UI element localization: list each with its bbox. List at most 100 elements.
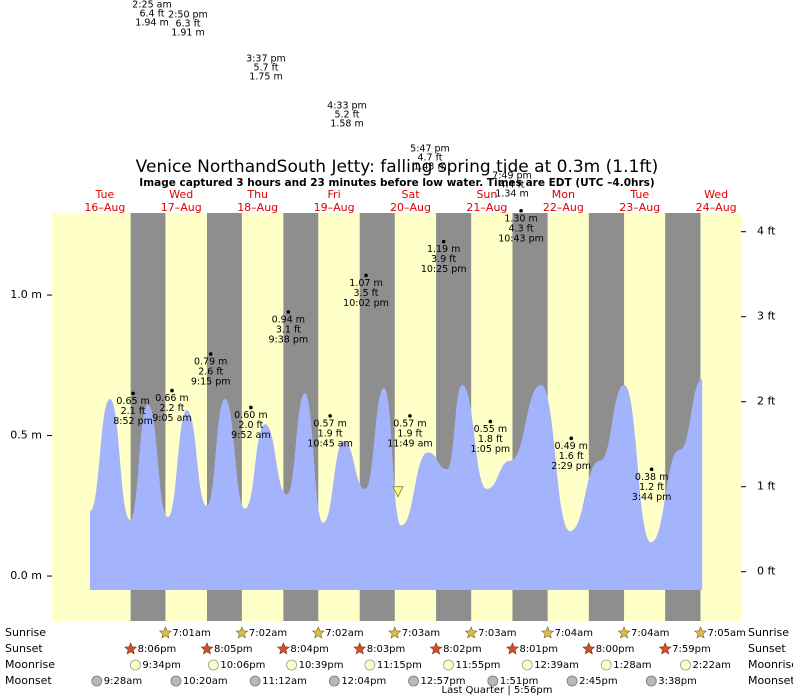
event-time: 10:20am: [183, 676, 228, 687]
tide-height-m: 0.49 m: [555, 441, 588, 452]
tide-height-ft: 2.1 ft: [121, 406, 146, 417]
event-time: 8:00pm: [596, 644, 635, 655]
event-time: 11:12am: [262, 676, 307, 687]
tide-height-m: 0.57 m: [313, 418, 346, 429]
tide-time: 9:38 pm: [269, 334, 309, 345]
tide-time: 10:25 pm: [421, 264, 467, 275]
event-time: 12:57pm: [421, 676, 466, 687]
moonrise-icon: [680, 659, 691, 671]
tide-height-m: 0.57 m: [393, 418, 426, 429]
sunrise-icon: [541, 626, 555, 639]
tide-height-ft: 3.5 ft: [354, 288, 379, 299]
x-tick-date: 16–Aug: [84, 201, 125, 214]
tide-height-ft: 3.1 ft: [276, 324, 301, 335]
moon-phase: Last Quarter | 5:56pm: [442, 685, 553, 696]
tide-height-m: 1.30 m: [504, 213, 537, 224]
tide-dot: [569, 436, 574, 441]
moonrise-icon: [521, 659, 533, 671]
offchart-time: 7:49 pm: [492, 171, 532, 182]
tide-height-ft: 1.8 ft: [478, 434, 503, 445]
moonrise-icon: [129, 659, 141, 671]
event-time: 8:05pm: [214, 644, 253, 655]
event-time: 12:04pm: [341, 676, 386, 687]
row-label-right: Moonrise: [748, 658, 793, 671]
tide-height-m: 0.66 m: [155, 393, 188, 404]
offchart-m: 1.94 m: [135, 18, 168, 29]
sunset-icon: [200, 642, 214, 655]
moonset-icon: [91, 675, 103, 687]
offchart-ft: 5.7 ft: [253, 63, 278, 74]
tide-time: 9:15 pm: [191, 377, 231, 388]
offchart-m: 1.58 m: [330, 119, 363, 130]
event-time: 7:03am: [478, 628, 516, 639]
moonrise-icon: [364, 659, 376, 671]
moonset-icon: [487, 675, 499, 687]
plot-area: [52, 213, 741, 621]
event-time: 8:04pm: [290, 644, 329, 655]
sunset-icon: [276, 642, 290, 655]
event-time: 2:45pm: [579, 676, 618, 687]
tide-dot: [208, 352, 213, 356]
x-tick-date: 18–Aug: [237, 201, 278, 214]
offchart-m: 1.43 m: [413, 162, 446, 173]
event-time: 2:22am: [693, 660, 731, 671]
event-time: 3:38pm: [658, 676, 697, 687]
tide-height-ft: 3.9 ft: [431, 254, 456, 265]
offchart-time: 2:25 am: [132, 0, 171, 11]
sunset-icon: [353, 642, 367, 655]
sunrise-icon: [617, 626, 631, 639]
event-time: 1:51pm: [500, 676, 539, 687]
event-time: 7:02am: [325, 628, 363, 639]
tide-height-ft: 1.9 ft: [318, 428, 343, 439]
y-tick-label: 0.5 m: [10, 429, 42, 442]
sunset-icon: [124, 642, 138, 655]
tide-time: 10:45 am: [307, 438, 352, 449]
moonrise-icon: [443, 659, 454, 671]
sunrise-icon: [235, 626, 249, 639]
offchart-ft: 4.4 ft: [499, 180, 524, 191]
chart-title: Venice NorthandSouth Jetty: falling spri…: [136, 157, 659, 177]
moonset-icon: [408, 675, 419, 687]
event-time: 12:39am: [534, 660, 579, 671]
event-time: 8:02pm: [443, 644, 482, 655]
offchart-ft: 5.2 ft: [334, 110, 359, 121]
event-time: 7:02am: [249, 628, 287, 639]
event-time: 10:39pm: [299, 660, 344, 671]
tide-height-ft: 2.6 ft: [198, 367, 223, 378]
offchart-time: 2:50 pm: [168, 10, 208, 21]
x-tick-label: Sat: [401, 188, 420, 201]
offchart-time: 5:47 pm: [410, 144, 450, 155]
tide-time: 8:52 pm: [113, 416, 153, 427]
tide-height-ft: 4.3 ft: [509, 223, 534, 234]
x-tick-date: 22–Aug: [543, 201, 584, 214]
tide-height-m: 0.65 m: [116, 396, 149, 407]
y-tick-label: 1.0 m: [10, 288, 42, 301]
chart-subtitle: Image captured 3 hours and 23 minutes be…: [139, 177, 654, 189]
offchart-ft: 4.7 ft: [417, 153, 442, 164]
y2-tick-label: 3 ft: [757, 310, 776, 323]
tide-height-ft: 2.2 ft: [159, 403, 184, 414]
event-time: 9:34pm: [142, 660, 181, 671]
offchart-m: 1.75 m: [249, 72, 282, 83]
tide-height-m: 1.19 m: [427, 244, 460, 255]
tide-dot: [286, 310, 291, 314]
current-tide-marker: [392, 486, 404, 498]
tide-time: 2:29 pm: [551, 461, 591, 472]
tide-dot: [441, 239, 446, 244]
event-time: 10:06pm: [220, 660, 265, 671]
tide-dot: [364, 273, 368, 278]
tide-dot: [649, 467, 654, 472]
event-time: 7:01am: [172, 628, 210, 639]
event-time: 7:59pm: [672, 644, 711, 655]
tide-time: 10:02 pm: [343, 298, 389, 309]
tide-time: 11:49 am: [387, 438, 432, 449]
moonrise-icon: [600, 659, 612, 671]
tide-dot: [170, 388, 174, 393]
tide-time: 10:43 pm: [498, 233, 544, 244]
tide-height-m: 0.94 m: [272, 314, 305, 325]
moonset-icon: [170, 675, 182, 687]
x-tick-label: Tue: [629, 188, 649, 201]
x-tick-date: 19–Aug: [314, 201, 355, 214]
x-tick-date: 24–Aug: [696, 201, 737, 214]
tide-dot: [408, 414, 412, 418]
